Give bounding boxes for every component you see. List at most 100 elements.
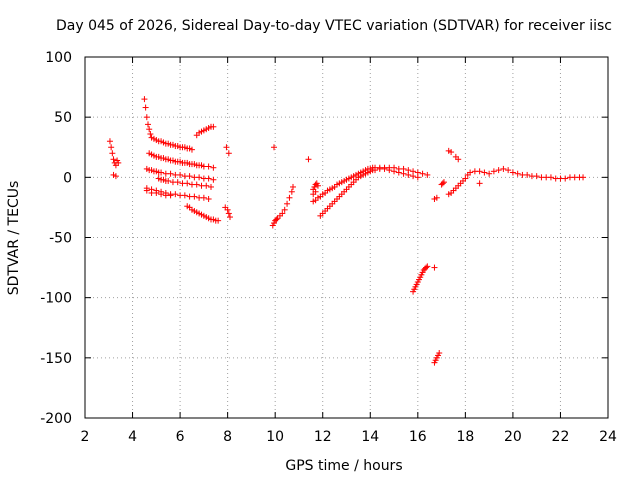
data-point (486, 170, 493, 177)
data-point (207, 183, 214, 190)
x-tick-label: 18 (456, 429, 474, 445)
x-tick-label: 6 (176, 429, 185, 445)
data-point (424, 263, 431, 270)
data-point (142, 104, 149, 111)
data-point (158, 191, 165, 198)
y-tick-label: 0 (63, 170, 72, 186)
data-point (205, 163, 212, 170)
data-point (405, 171, 412, 178)
data-point (433, 194, 440, 201)
data-point (286, 194, 293, 201)
data-point (476, 180, 483, 187)
data-point (210, 123, 217, 130)
data-point (500, 165, 507, 172)
data-point (423, 264, 430, 271)
data-point (284, 200, 291, 207)
y-tick-label: -100 (40, 291, 72, 307)
data-point (167, 192, 174, 199)
data-point (144, 121, 151, 128)
data-point (224, 206, 231, 213)
data-point (524, 171, 531, 178)
data-point (273, 216, 280, 223)
y-tick-label: 100 (45, 50, 72, 66)
data-point (533, 173, 540, 180)
data-point (419, 170, 426, 177)
data-point (223, 144, 230, 151)
data-point (184, 180, 191, 187)
data-point (108, 144, 115, 151)
x-tick-label: 20 (504, 429, 522, 445)
data-point (476, 168, 483, 175)
data-point (436, 350, 443, 357)
x-tick-label: 2 (81, 429, 90, 445)
data-point (270, 144, 277, 151)
data-point (372, 167, 379, 174)
x-tick-label: 10 (266, 429, 284, 445)
data-point (174, 179, 181, 186)
data-point (462, 175, 469, 182)
data-point (509, 169, 516, 176)
data-point (181, 192, 188, 199)
data-point (141, 96, 148, 103)
x-tick-label: 16 (409, 429, 427, 445)
data-point (165, 177, 172, 184)
data-point (177, 171, 184, 178)
data-point (314, 182, 321, 189)
data-point (193, 181, 200, 188)
x-tick-label: 14 (361, 429, 379, 445)
data-marks (106, 96, 587, 366)
data-point (147, 131, 154, 138)
data-point (281, 206, 288, 213)
data-point (172, 191, 179, 198)
x-tick-label: 24 (599, 429, 617, 445)
data-point (188, 146, 195, 153)
data-point (448, 149, 455, 156)
data-point (562, 175, 569, 182)
data-point (210, 176, 217, 183)
data-point (115, 159, 122, 166)
data-point (386, 167, 393, 174)
y-tick-label: -200 (40, 411, 72, 427)
data-point (203, 182, 210, 189)
y-tick-label: -150 (40, 351, 72, 367)
y-tick-label: -50 (49, 231, 72, 247)
data-point (143, 187, 150, 194)
data-point (395, 169, 402, 176)
data-point (305, 156, 312, 163)
data-point (279, 210, 286, 217)
data-point (146, 126, 153, 133)
data-point (490, 168, 497, 175)
chart-title: Day 045 of 2026, Sidereal Day-to-day VTE… (56, 18, 612, 34)
data-point (424, 171, 431, 178)
data-point (205, 175, 212, 182)
x-tick-label: 22 (552, 429, 570, 445)
data-point (431, 264, 438, 271)
data-point (227, 214, 234, 221)
data-point (191, 193, 198, 200)
y-tick-label: 50 (54, 110, 72, 126)
data-point (167, 170, 174, 177)
data-point (455, 156, 462, 163)
data-point (410, 173, 417, 180)
data-point (106, 138, 113, 145)
axis-ticks: 2 4 6 8 10 12 14 16 18 20 22 24-200-150-100-5005010… (40, 50, 617, 445)
data-point (381, 165, 388, 172)
data-point (196, 174, 203, 181)
data-point (112, 173, 119, 180)
data-point (505, 167, 512, 174)
data-point (186, 173, 193, 180)
x-tick-label: 4 (128, 429, 137, 445)
data-point (391, 168, 398, 175)
data-point (312, 188, 319, 195)
data-point (210, 164, 217, 171)
data-point (414, 174, 421, 181)
x-tick-label: 12 (314, 429, 332, 445)
data-point (288, 188, 295, 195)
data-point (467, 169, 474, 176)
x-tick-label: 8 (223, 429, 232, 445)
data-point (158, 169, 165, 176)
y-axis-label: SDTVAR / TECUs (6, 181, 22, 296)
data-point (200, 194, 207, 201)
data-point (481, 169, 488, 176)
